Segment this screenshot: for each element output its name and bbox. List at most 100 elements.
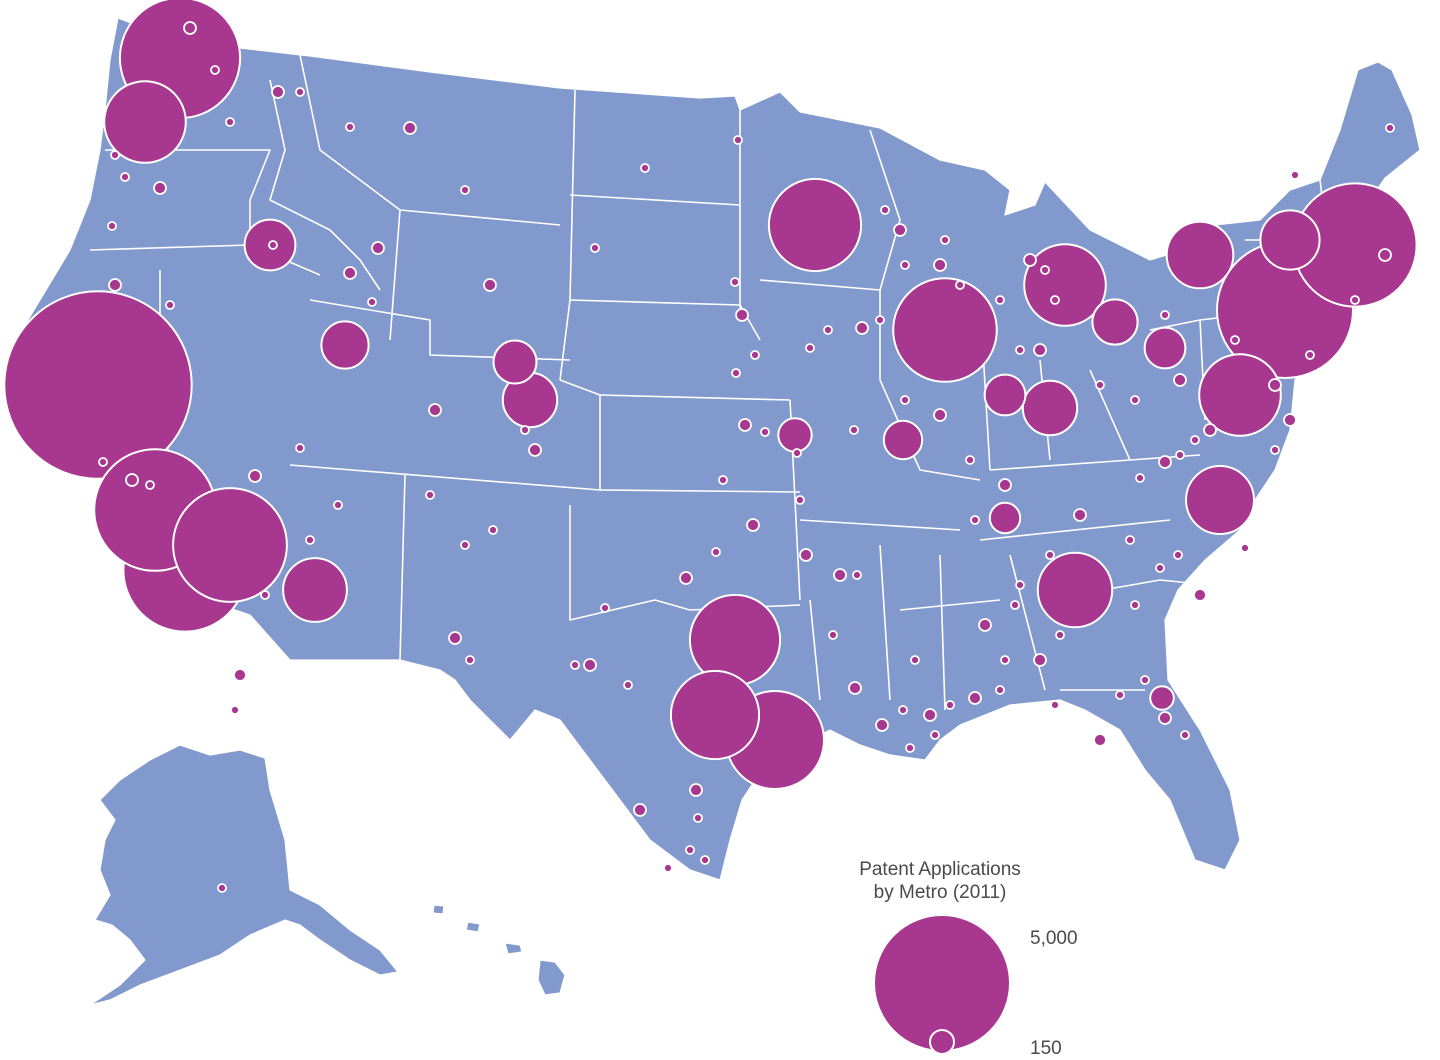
small-metro-dot [465, 655, 475, 665]
small-metro-dot [828, 630, 838, 640]
legend-title: Patent Applications by Metro (2011) [820, 858, 1060, 904]
small-metro-dot [110, 150, 120, 160]
small-metro-dot [965, 455, 975, 465]
small-metro-dot [880, 205, 890, 215]
small-metro-dot [460, 540, 470, 550]
small-metro-dot [1290, 170, 1300, 180]
small-metro-dot [718, 475, 728, 485]
legend-min-label: 150 [1030, 1038, 1062, 1059]
small-metro-dot [1033, 653, 1047, 667]
land-layer [9, 17, 1421, 1006]
small-metro-dot [955, 280, 965, 290]
bubble-layer [3, 0, 1418, 893]
small-metro-dot [1193, 588, 1207, 602]
hawaii-maui [504, 942, 523, 955]
small-metro-dot [823, 325, 833, 335]
small-metro-dot [1115, 690, 1125, 700]
metro-bubble-rochester [1165, 220, 1235, 290]
small-metro-dot [295, 443, 305, 453]
small-metro-dot [1155, 563, 1165, 573]
small-metro-dot [1160, 310, 1170, 320]
small-metro-dot [852, 570, 862, 580]
legend-title-line1: Patent Applications [859, 859, 1021, 880]
small-metro-dot [633, 803, 647, 817]
small-metro-dot [663, 863, 673, 873]
small-metro-dot [428, 403, 442, 417]
metro-bubble-chicago [892, 277, 998, 383]
small-metro-dot [623, 680, 633, 690]
small-metro-dot [333, 500, 343, 510]
small-metro-dot [448, 631, 462, 645]
small-metro-dot [933, 408, 947, 422]
small-metro-dot [1180, 730, 1190, 740]
small-metro-dot [799, 548, 813, 562]
small-metro-dot [460, 185, 470, 195]
alaska-shape [89, 744, 400, 1006]
small-metro-dot [930, 730, 940, 740]
small-metro-dot [98, 457, 108, 467]
small-metro-dot [795, 495, 805, 505]
small-metro-dot [905, 743, 915, 753]
metro-bubble-minneapolis [767, 177, 863, 273]
small-metro-dot [1173, 550, 1183, 560]
small-metro-dot [210, 65, 220, 75]
small-metro-dot [217, 883, 227, 893]
small-metro-dot [1015, 345, 1025, 355]
small-metro-dot [693, 813, 703, 823]
small-metro-dot [1230, 335, 1240, 345]
small-metro-dot [1175, 450, 1185, 460]
small-metro-dot [583, 658, 597, 672]
small-metro-dot [1015, 580, 1025, 590]
small-metro-dot [371, 241, 385, 255]
small-metro-dot [1283, 413, 1297, 427]
small-metro-dot [1033, 343, 1047, 357]
metro-bubble-san-diego [172, 487, 288, 603]
small-metro-dot [1350, 295, 1360, 305]
small-metro-dot [1093, 733, 1107, 747]
small-metro-dot [945, 700, 955, 710]
small-metro-dot [225, 117, 235, 127]
small-metro-dot [590, 243, 600, 253]
small-metro-dot [268, 240, 278, 250]
metro-bubble-boulder [492, 339, 538, 385]
small-metro-dot [1023, 253, 1037, 267]
small-metro-dot [1305, 350, 1315, 360]
small-metro-dot [700, 855, 710, 865]
small-metro-dot [731, 368, 741, 378]
small-metro-dot [875, 718, 889, 732]
small-metro-dot [750, 350, 760, 360]
small-metro-dot [1073, 508, 1087, 522]
contiguous-us-shape [9, 17, 1421, 881]
small-metro-dot [425, 490, 435, 500]
small-metro-dot [1130, 395, 1140, 405]
small-metro-dot [345, 122, 355, 132]
metro-bubble-indianapolis [983, 373, 1027, 417]
small-metro-dot [295, 87, 305, 97]
small-metro-dot [849, 425, 859, 435]
small-metro-dot [855, 321, 869, 335]
small-metro-dot [848, 681, 862, 695]
small-metro-dot [1055, 630, 1065, 640]
small-metro-dot [1140, 675, 1150, 685]
metro-bubble-albany [1259, 209, 1321, 271]
metro-bubble-nashville [988, 501, 1022, 535]
small-metro-dot [230, 705, 240, 715]
metro-bubble-raleigh [1185, 465, 1255, 535]
small-metro-dot [260, 590, 270, 600]
small-metro-dot [1203, 423, 1217, 437]
small-metro-dot [1240, 543, 1250, 553]
metro-bubble-portland [103, 80, 187, 164]
small-metro-dot [1378, 248, 1392, 262]
small-metro-dot [1158, 455, 1172, 469]
metro-bubble-phoenix [282, 557, 348, 623]
small-metro-dot [1190, 435, 1200, 445]
metro-bubble-philadelphia [1198, 353, 1282, 437]
small-metro-dot [125, 473, 139, 487]
small-metro-dot [735, 308, 749, 322]
metro-bubble-salt-lake-city [320, 320, 370, 370]
small-metro-dot [1130, 600, 1140, 610]
small-metro-dot [995, 685, 1005, 695]
small-metro-dot [153, 181, 167, 195]
small-metro-dot [640, 163, 650, 173]
